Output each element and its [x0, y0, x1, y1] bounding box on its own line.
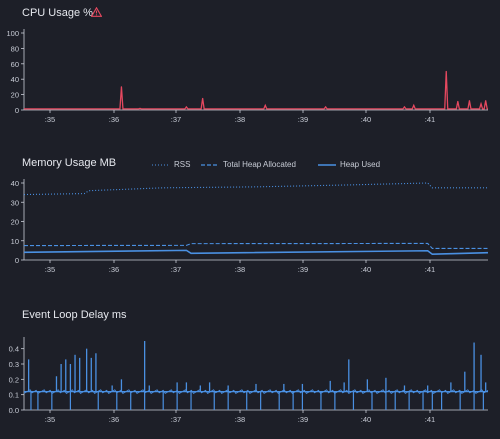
memory-ytick-label: 10: [11, 237, 19, 246]
event-loop-ytick-label: 0.1: [9, 391, 19, 400]
event-loop-delay-chart: 0.0 0.1 0.2 0.3 0.4 :35 :36 :37 :38 :39 :40 :41: [9, 337, 489, 424]
cpu-spike-point: [325, 106, 327, 108]
memory-heap-used-line: [23, 249, 489, 256]
cpu-xtick-label: :37: [171, 115, 181, 124]
cpu-ytick-label: 100: [6, 29, 19, 38]
memory-ytick-label: 30: [11, 198, 19, 207]
event-loop-xtick-label: :39: [298, 415, 308, 424]
cpu-ytick-label: 0: [15, 106, 19, 115]
cpu-xtick-label: :38: [235, 115, 245, 124]
memory-xtick-label: :39: [298, 265, 308, 274]
cpu-spike-point: [480, 103, 482, 105]
cpu-ytick-label: 80: [11, 44, 19, 53]
legend-item-total-heap[interactable]: Total Heap Allocated: [201, 160, 296, 169]
legend-label-rss: RSS: [174, 160, 191, 169]
cpu-ytick-label: 60: [11, 60, 19, 69]
memory-xtick-label: :38: [235, 265, 245, 274]
cpu-xtick-label: :40: [361, 115, 371, 124]
memory-ytick-label: 20: [11, 218, 19, 227]
cpu-spike-point: [445, 70, 447, 73]
event-loop-chart-title: Event Loop Delay ms: [22, 309, 127, 321]
cpu-spike-point: [413, 104, 415, 106]
memory-xtick-label: :37: [171, 265, 181, 274]
cpu-xtick-label: :41: [425, 115, 435, 124]
cpu-usage-chart: 0 20 40 60 80 100 :35 :36 :37 :38 :39 :40 :41: [6, 29, 488, 124]
memory-xtick-label: :41: [425, 265, 435, 274]
cpu-ytick-label: 20: [11, 91, 19, 100]
memory-rss-line: [23, 182, 488, 196]
cpu-chart-title: CPU Usage %: [22, 7, 93, 19]
event-loop-xtick-label: :40: [361, 415, 371, 424]
cpu-xtick-label: :39: [298, 115, 308, 124]
cpu-xtick-label: :35: [45, 115, 55, 124]
event-loop-ytick-label: 0.2: [9, 375, 19, 384]
memory-xtick-label: :40: [361, 265, 371, 274]
memory-chart-title: Memory Usage MB: [22, 157, 117, 169]
cpu-spike-point: [264, 104, 266, 106]
cpu-series-line: [24, 71, 488, 110]
cpu-spike-point: [139, 107, 141, 110]
cpu-spike-point: [202, 97, 204, 100]
event-loop-xtick-label: :37: [171, 415, 181, 424]
memory-xtick-label: :35: [45, 265, 55, 274]
memory-ytick-label: 40: [11, 179, 19, 188]
memory-usage-chart: 0 10 20 30 40 :35 :36 :37 :38 :39 :40 :41: [11, 179, 489, 274]
event-loop-ytick-label: 0.4: [9, 345, 19, 354]
legend-item-rss[interactable]: RSS: [152, 160, 190, 169]
legend-label-heap-used: Heap Used: [340, 160, 381, 169]
cpu-spike-point: [185, 106, 187, 108]
cpu-spike-point: [120, 86, 123, 88]
cpu-spike-point: [468, 100, 471, 102]
warning-triangle-icon[interactable]: [91, 7, 102, 17]
event-loop-xtick-label: :38: [235, 415, 245, 424]
event-loop-xtick-label: :41: [425, 415, 435, 424]
event-loop-xtick-label: :36: [109, 415, 119, 424]
memory-xtick-label: :36: [109, 265, 119, 274]
event-loop-ytick-label: 0.0: [9, 406, 19, 415]
memory-ytick-label: 0: [15, 256, 19, 265]
event-loop-xtick-label: :35: [45, 415, 55, 424]
memory-total-heap-line: [23, 242, 488, 249]
cpu-ytick-label: 40: [11, 75, 19, 84]
legend-item-heap-used[interactable]: Heap Used: [318, 160, 380, 169]
event-loop-ytick-label: 0.3: [9, 360, 19, 369]
cpu-spike-point: [457, 100, 459, 103]
legend-label-total-heap: Total Heap Allocated: [223, 160, 296, 169]
cpu-xtick-label: :36: [109, 115, 119, 124]
cpu-spike-point: [485, 100, 487, 102]
cpu-spike-point: [403, 106, 406, 108]
